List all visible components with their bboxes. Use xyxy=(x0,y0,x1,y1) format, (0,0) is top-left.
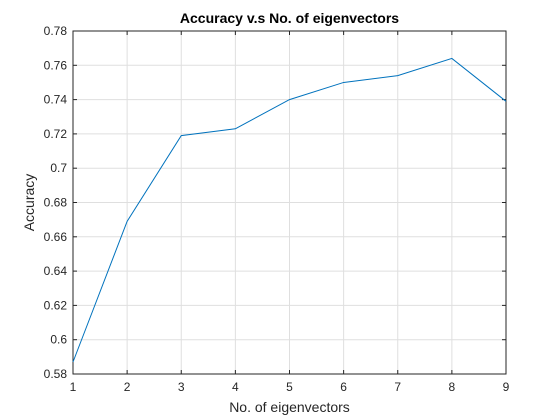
series-line xyxy=(72,57,507,363)
y-tick-label: 0.74 xyxy=(44,93,68,107)
x-tick-label: 7 xyxy=(394,380,401,394)
x-tick-label: 3 xyxy=(178,380,185,394)
x-tick-label: 8 xyxy=(449,380,456,394)
x-axis-label: No. of eigenvectors xyxy=(229,399,350,415)
x-tick-label: 5 xyxy=(286,380,293,394)
grid xyxy=(72,30,507,375)
x-tick-label: 9 xyxy=(503,380,510,394)
x-tick-label: 1 xyxy=(70,380,77,394)
y-axis-label: Accuracy xyxy=(21,174,37,232)
axis-ticks xyxy=(72,30,507,375)
y-tick-label: 0.7 xyxy=(50,161,67,175)
x-tick-label: 4 xyxy=(232,380,239,394)
y-tick-label: 0.76 xyxy=(44,58,68,72)
y-tick-label: 0.72 xyxy=(44,127,68,141)
x-tick-label: 2 xyxy=(124,380,131,394)
y-tick-label: 0.62 xyxy=(44,298,68,312)
y-tick-label: 0.78 xyxy=(44,24,68,38)
chart-title: Accuracy v.s No. of eigenvectors xyxy=(180,10,399,26)
y-tick-label: 0.6 xyxy=(50,333,67,347)
tick-labels: 1 2 3 4 5 6 7 8 9 0.58 0.6 0.62 0.64 0.66 0.68 0.7 0.72 0… xyxy=(44,24,510,394)
x-tick-label: 6 xyxy=(340,380,347,394)
y-tick-label: 0.66 xyxy=(44,230,68,244)
y-tick-label: 0.58 xyxy=(44,367,68,381)
y-tick-label: 0.64 xyxy=(44,264,68,278)
y-tick-label: 0.68 xyxy=(44,196,68,210)
